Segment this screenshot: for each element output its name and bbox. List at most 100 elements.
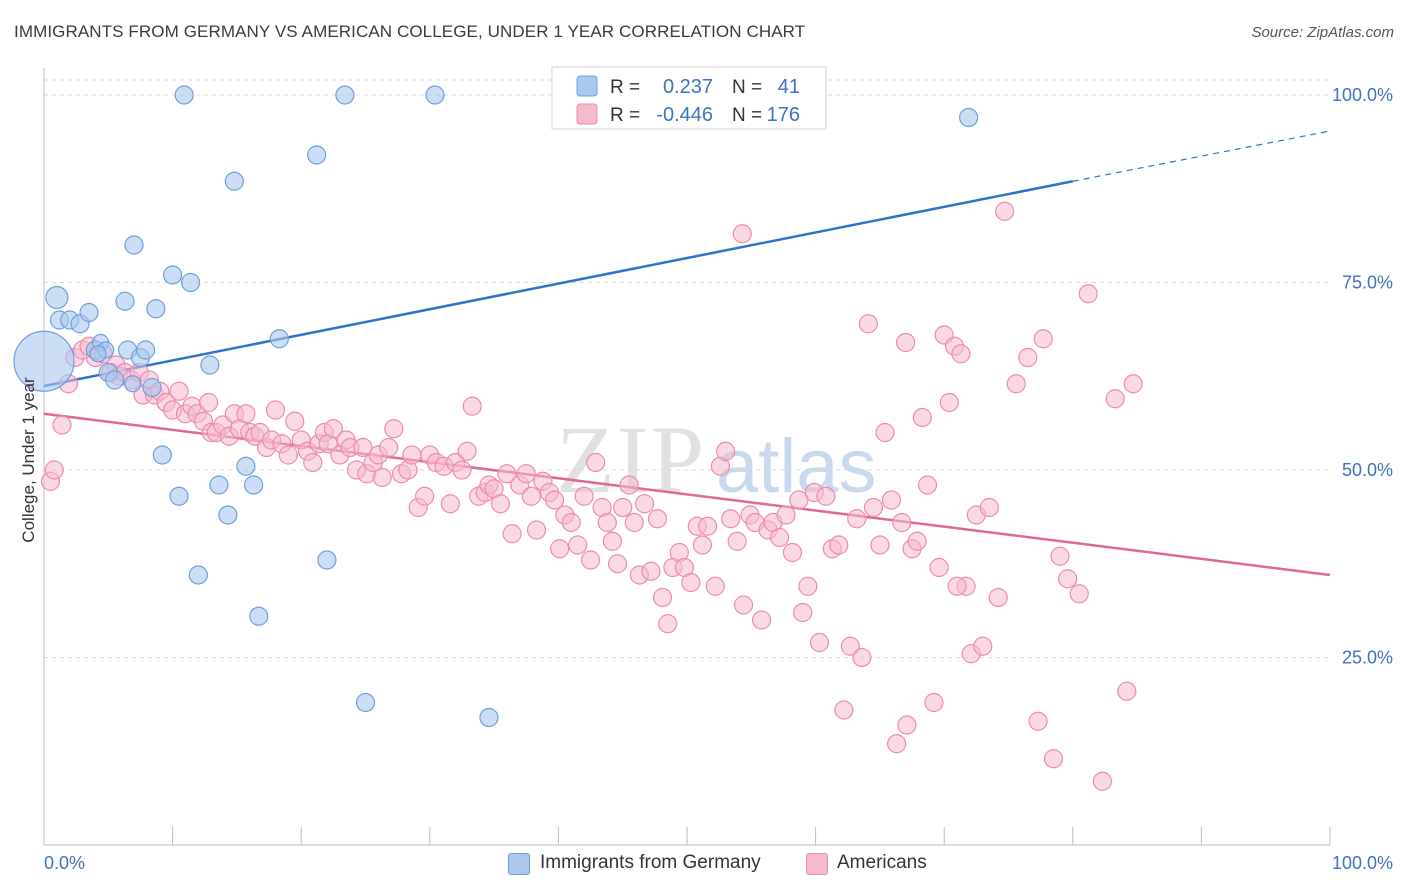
americans-point-114 <box>697 516 718 536</box>
germany-point-15 <box>135 340 156 360</box>
y-tick-label-0: 25.0% <box>1342 648 1393 668</box>
americans-point-113 <box>692 535 713 555</box>
germany-point-36 <box>425 85 445 105</box>
americans-point-133 <box>809 632 830 653</box>
americans-point-71 <box>452 460 472 480</box>
americans-point-111 <box>681 572 701 593</box>
americans-point-98 <box>607 554 628 574</box>
americans-point-83 <box>521 486 541 506</box>
americans-points <box>40 201 1143 791</box>
germany-point-27 <box>224 171 244 191</box>
americans-point-165 <box>995 201 1015 221</box>
americans-point-168 <box>1028 711 1048 731</box>
americans-point-2 <box>52 415 72 435</box>
germany-point-26 <box>218 505 238 525</box>
americans-point-131 <box>798 576 818 596</box>
americans-point-138 <box>840 636 860 656</box>
americans-point-148 <box>897 715 917 735</box>
legend-correlation: R = 0.237 N = 41 R = -0.446 N = 176 <box>551 66 827 130</box>
americans-point-162 <box>973 636 993 656</box>
americans-point-163 <box>979 497 999 518</box>
germany-point-16 <box>142 377 162 398</box>
americans-point-59 <box>379 437 399 458</box>
americans-point-106 <box>652 587 673 608</box>
americans-point-39 <box>265 400 286 420</box>
germany-point-5 <box>79 302 99 323</box>
y-tick-label-2: 75.0% <box>1342 273 1393 293</box>
americans-point-136 <box>829 535 849 555</box>
americans-point-33 <box>236 404 256 424</box>
germany-point-13 <box>124 235 144 255</box>
americans-point-167 <box>1018 347 1038 368</box>
americans-point-142 <box>863 497 884 518</box>
americans-point-63 <box>402 445 422 465</box>
americans-point-141 <box>858 314 878 334</box>
germany-point-18 <box>152 445 172 465</box>
americans-point-175 <box>1092 771 1112 791</box>
americans-point-120 <box>733 595 754 615</box>
germany-points <box>13 85 979 728</box>
americans-point-107 <box>658 614 678 634</box>
americans-point-144 <box>875 422 895 443</box>
americans-point-97 <box>602 531 623 551</box>
y-tick-label-1: 50.0% <box>1342 460 1393 480</box>
americans-point-101 <box>624 512 644 533</box>
legend-r-value-0: 0.237 <box>663 76 713 98</box>
y-axis-label: College, Under 1 year <box>19 377 38 543</box>
legend-bottom: Immigrants from Germany Americans <box>0 850 1406 880</box>
americans-point-143 <box>870 535 890 555</box>
americans-point-169 <box>1033 329 1053 349</box>
americans-point-174 <box>1078 284 1098 304</box>
germany-point-40 <box>89 345 107 363</box>
chart-title: IMMIGRANTS FROM GERMANY VS AMERICAN COLL… <box>14 22 806 41</box>
americans-point-134 <box>816 486 836 506</box>
americans-point-173 <box>1069 584 1089 604</box>
legend-swatch-0 <box>576 75 598 97</box>
americans-point-115 <box>705 576 725 596</box>
americans-point-179 <box>732 224 752 244</box>
legend-r-label-1: R = <box>610 105 640 126</box>
legend-swatch-americans <box>806 853 828 875</box>
americans-point-176 <box>1105 389 1125 409</box>
americans-point-103 <box>634 494 655 514</box>
americans-point-154 <box>929 557 949 578</box>
germany-point-11 <box>115 291 135 311</box>
legend-label-americans: Americans <box>837 852 927 873</box>
germany-point-34 <box>335 85 355 105</box>
americans-point-130 <box>793 602 813 623</box>
americans-point-172 <box>1058 569 1078 589</box>
americans-point-123 <box>751 610 772 630</box>
germany-point-30 <box>249 606 269 626</box>
x-tick-labels: 0.0% 100.0% <box>44 853 1393 873</box>
germany-trend-line <box>43 180 1074 388</box>
x-tick-label-0: 0.0% <box>44 853 85 873</box>
americans-point-156 <box>939 392 959 413</box>
legend-n-label-0: N = <box>732 77 762 98</box>
germany-point-21 <box>174 85 194 105</box>
germany-point-17 <box>146 299 166 319</box>
americans-point-82 <box>516 464 536 484</box>
americans-point-177 <box>1117 681 1137 701</box>
americans-point-171 <box>1050 546 1070 566</box>
germany-point-38 <box>959 107 979 128</box>
americans-point-170 <box>1043 749 1064 769</box>
americans-point-145 <box>881 490 902 510</box>
germany-trend-extension <box>1072 130 1331 182</box>
americans-point-26 <box>199 392 219 413</box>
americans-point-96 <box>597 512 617 533</box>
americans-point-88 <box>550 539 570 559</box>
americans-point-87 <box>544 490 565 510</box>
americans-point-84 <box>526 520 547 540</box>
americans-point-127 <box>776 505 796 525</box>
americans-point-73 <box>462 396 482 416</box>
germany-point-22 <box>181 272 201 293</box>
americans-point-1 <box>44 460 64 480</box>
germany-point-31 <box>269 329 289 349</box>
legend-r-label-0: R = <box>610 77 640 98</box>
americans-point-139 <box>847 509 867 529</box>
americans-point-60 <box>384 419 404 439</box>
americans-point-49 <box>323 419 343 439</box>
americans-point-147 <box>892 512 912 533</box>
legend-label-germany: Immigrants from Germany <box>540 852 761 873</box>
